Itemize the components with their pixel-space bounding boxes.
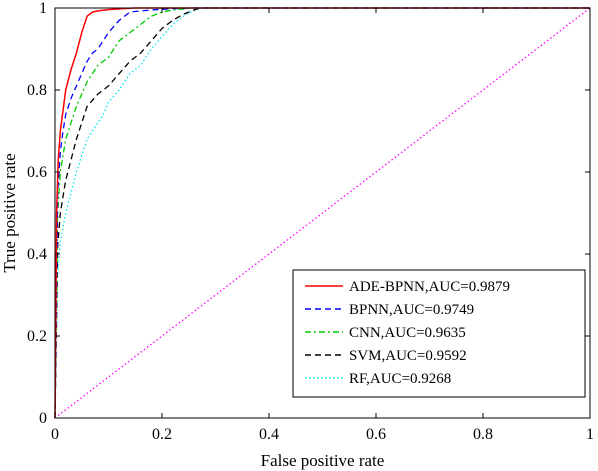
legend-label: CNN,AUC=0.9635 — [349, 325, 466, 341]
y-tick-label: 1 — [39, 0, 47, 17]
axis-ticks: 0 0.2 0.4 0.6 0.8 1 0 0.2 0.4 0.6 0.8 1 — [27, 0, 594, 443]
series-line-5 — [54, 7, 591, 419]
x-axis-title: False positive rate — [261, 451, 385, 470]
x-tick-label: 0.8 — [473, 426, 493, 443]
legend: ADE-BPNN,AUC=0.9879 BPNN,AUC=0.9749 CNN,AU… — [292, 269, 586, 398]
legend-label: SVM,AUC=0.9592 — [349, 348, 467, 364]
y-tick-label: 0 — [39, 410, 47, 427]
legend-label: RF,AUC=0.9268 — [349, 371, 451, 387]
y-tick-label: 0.6 — [27, 164, 47, 181]
y-axis-title: True positive rate — [0, 153, 19, 272]
series-line-3 — [54, 7, 590, 419]
legend-label: ADE-BPNN,AUC=0.9879 — [349, 279, 510, 295]
y-tick-label: 0.2 — [27, 328, 47, 345]
x-tick-label: 0.2 — [152, 426, 172, 443]
axes-frame — [54, 7, 591, 419]
series-line-2 — [54, 7, 590, 419]
y-tick-label: 0.4 — [27, 246, 47, 263]
y-tick-label: 0.8 — [27, 82, 47, 99]
legend-box — [292, 269, 586, 398]
axes-box — [54, 7, 591, 419]
series-line-1 — [54, 7, 590, 419]
x-tick-label: 0.6 — [366, 426, 386, 443]
x-tick-label: 1 — [586, 426, 594, 443]
legend-label: BPNN,AUC=0.9749 — [349, 302, 474, 318]
series-line-4 — [54, 7, 590, 419]
x-tick-label: 0.4 — [259, 426, 279, 443]
x-tick-label: 0 — [51, 426, 59, 443]
